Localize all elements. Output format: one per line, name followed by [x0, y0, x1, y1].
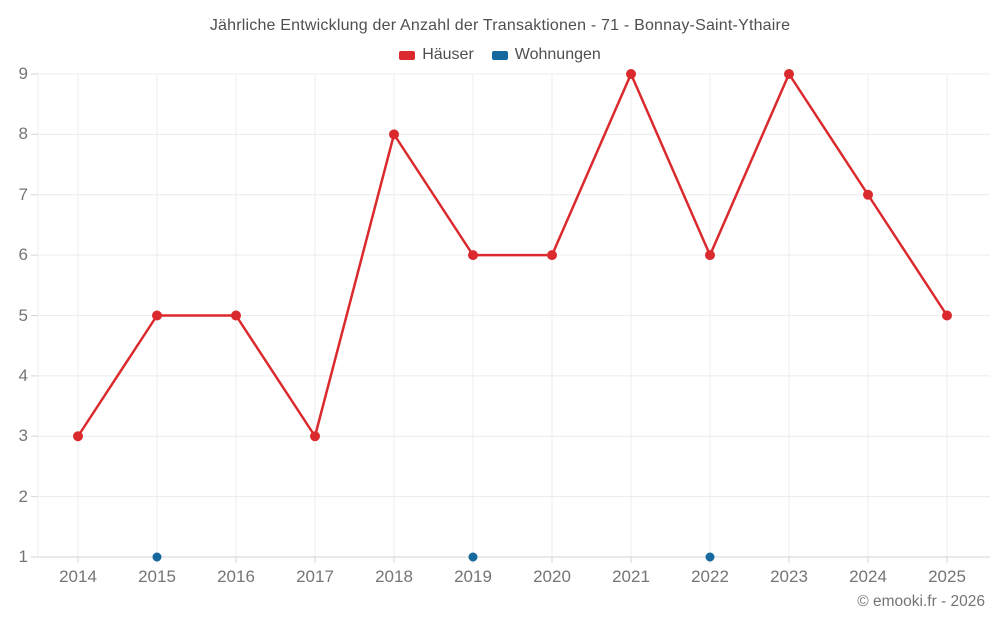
data-point-0-2024	[863, 189, 873, 200]
legend-item-haeuser[interactable]: Häuser	[399, 46, 474, 64]
y-axis-label-5: 5	[18, 305, 28, 325]
data-point-0-2022	[705, 250, 715, 261]
x-axis-label-2020: 2020	[533, 567, 571, 586]
y-axis-label-1: 1	[18, 547, 28, 566]
x-axis-label-2015: 2015	[138, 567, 176, 586]
chart-legend: Häuser Wohnungen	[0, 46, 1000, 64]
y-axis-label-4: 4	[18, 365, 28, 385]
data-point-0-2020	[547, 250, 557, 261]
x-axis-label-2019: 2019	[454, 567, 492, 586]
legend-item-wohnungen[interactable]: Wohnungen	[491, 46, 601, 64]
data-point-0-2015	[152, 310, 162, 321]
x-axis-label-2014: 2014	[59, 567, 97, 586]
copyright-credit: © emooki.fr - 2026	[857, 593, 985, 610]
data-point-1-2022	[705, 552, 715, 562]
x-axis-label-2024: 2024	[849, 567, 887, 586]
data-point-0-2018	[389, 129, 399, 140]
y-axis-label-6: 6	[18, 245, 28, 265]
x-axis-label-2016: 2016	[217, 567, 255, 586]
x-axis-label-2021: 2021	[612, 567, 650, 586]
data-point-0-2016	[231, 310, 241, 321]
data-point-0-2019	[468, 250, 478, 261]
y-axis-label-8: 8	[18, 124, 28, 144]
x-axis-label-2025: 2025	[928, 567, 966, 586]
y-axis-label-3: 3	[18, 426, 28, 446]
x-axis-label-2023: 2023	[770, 567, 808, 586]
data-point-0-2023	[784, 69, 794, 79]
legend-swatch-haeuser	[399, 50, 416, 60]
chart-title: Jährliche Entwicklung der Anzahl der Tra…	[209, 17, 791, 34]
data-point-1-2015	[152, 552, 162, 562]
x-axis-label-2017: 2017	[296, 567, 334, 586]
data-point-1-2019	[468, 552, 478, 562]
data-point-0-2025	[942, 310, 952, 321]
y-axis-label-7: 7	[18, 184, 28, 204]
data-point-0-2014	[73, 431, 83, 442]
data-point-0-2021	[626, 69, 636, 79]
data-point-0-2017	[310, 431, 320, 442]
legend-label-wohnungen: Wohnungen	[514, 46, 601, 63]
x-axis-label-2018: 2018	[375, 567, 413, 586]
y-axis-label-2: 2	[18, 486, 28, 506]
x-axis-label-2022: 2022	[691, 567, 729, 586]
series-line-0	[76, 72, 949, 438]
y-axis-label-9: 9	[18, 64, 28, 83]
legend-swatch-wohnungen	[491, 50, 508, 60]
legend-label-haeuser: Häuser	[422, 46, 474, 63]
